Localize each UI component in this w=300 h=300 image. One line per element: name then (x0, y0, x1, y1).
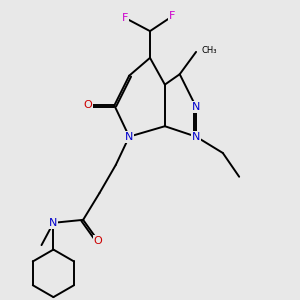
Text: F: F (169, 11, 176, 21)
Text: N: N (49, 218, 58, 228)
Text: N: N (192, 132, 200, 142)
Text: O: O (94, 236, 102, 246)
Text: F: F (122, 13, 128, 23)
Text: CH₃: CH₃ (201, 46, 217, 55)
Text: N: N (125, 132, 134, 142)
Text: O: O (83, 100, 92, 110)
Text: N: N (192, 102, 200, 112)
